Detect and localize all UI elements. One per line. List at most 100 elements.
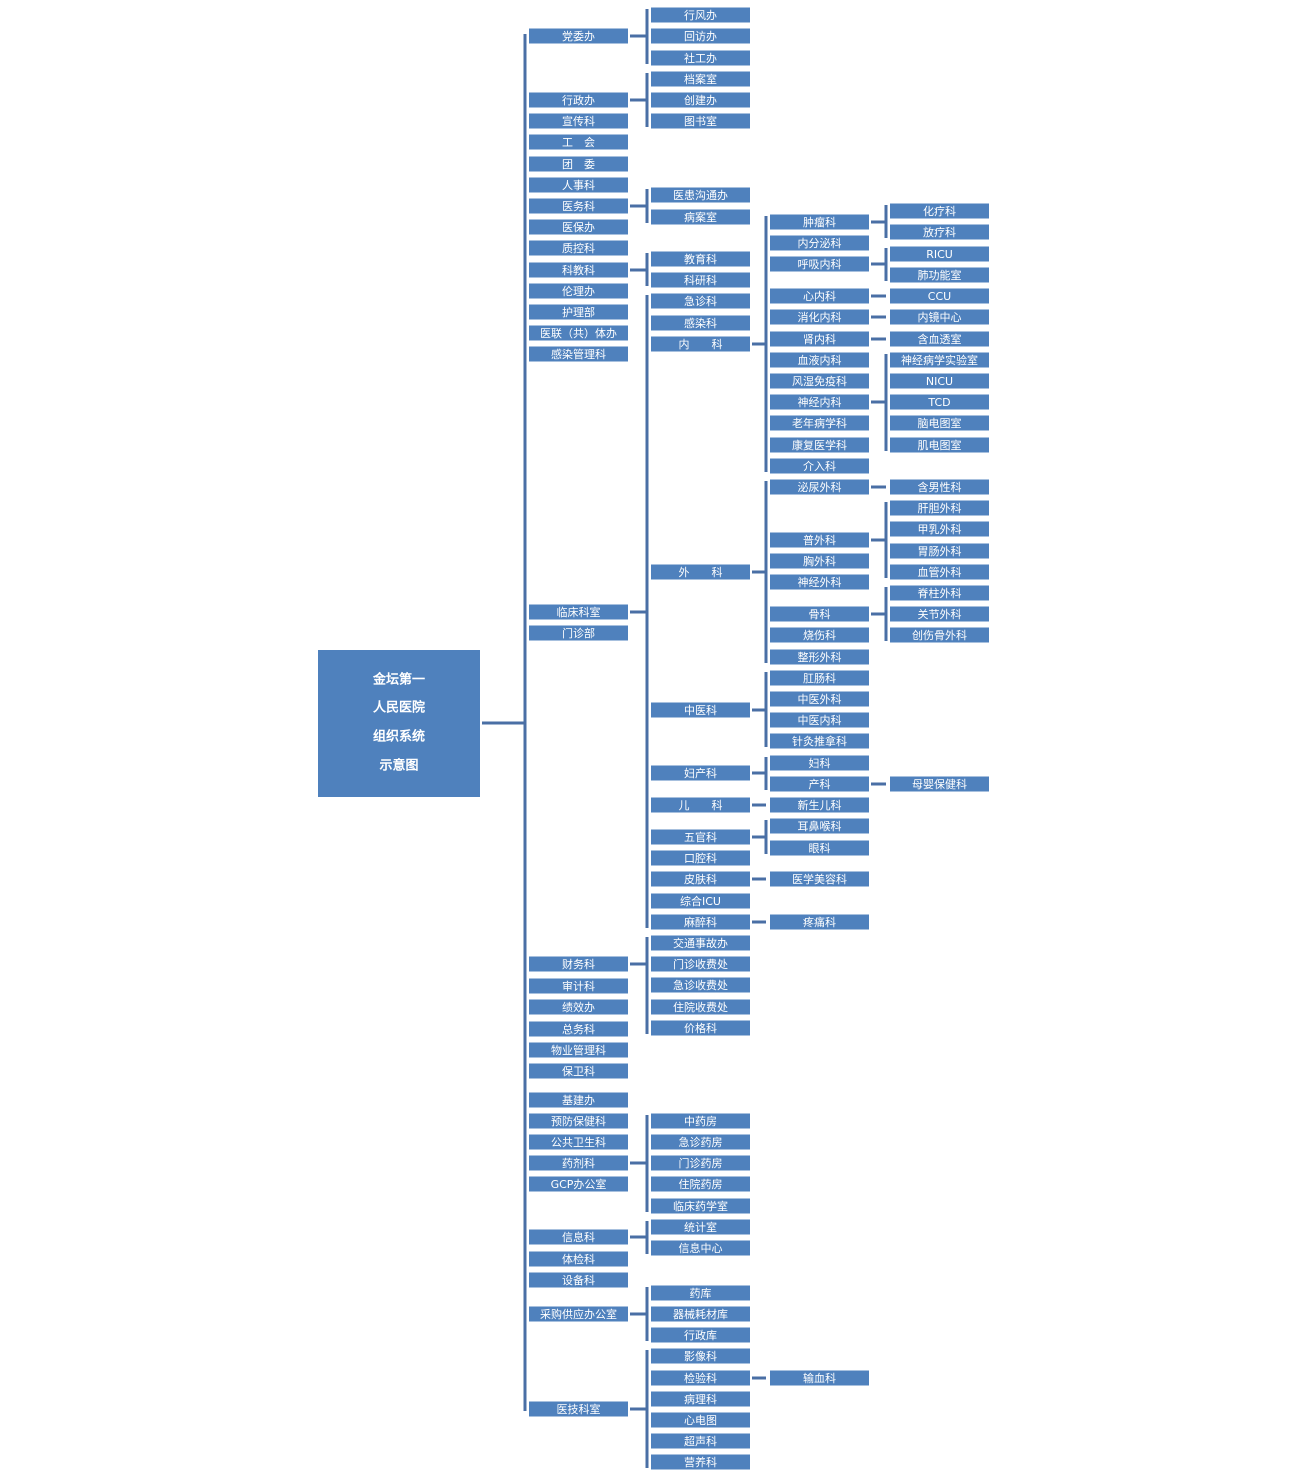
org-node [770,331,869,347]
org-node [890,606,989,622]
org-node-label: 肛肠科 [803,671,836,685]
org-node [651,871,750,887]
org-node-label: 母婴保健科 [912,777,967,791]
org-node-label: 体检科 [562,1252,595,1266]
org-node-label: 门诊药房 [679,1156,723,1170]
org-node-label: 麻醉科 [684,915,717,929]
org-node [651,1370,750,1386]
org-node-label: 药库 [690,1287,712,1300]
org-node-label: 创建办 [684,93,717,107]
org-node [529,283,628,299]
org-node [529,1113,628,1129]
org-node-label: 预防保健科 [551,1114,606,1128]
org-node-label: 党委办 [562,30,595,43]
org-node [770,755,869,771]
org-node-label: 档案室 [684,72,717,86]
org-node-label: 科教科 [562,263,595,277]
org-node-label: 综合ICU [680,894,721,908]
org-node-label: 设备科 [562,1273,595,1287]
org-node [651,1155,750,1171]
org-node [890,373,989,389]
org-node-label: 社工办 [684,51,717,65]
org-node-label: NICU [926,375,953,388]
org-node-label: 信息中心 [679,1241,723,1255]
org-node-label: 行政库 [684,1328,717,1342]
org-node-label: 医学美容科 [792,872,847,886]
org-node [890,500,989,516]
org-node [770,733,869,749]
org-node-label: 产科 [809,777,831,791]
org-node-label: 肺功能室 [918,268,962,282]
org-node-label: 呼吸内科 [798,257,842,271]
org-node [651,251,750,267]
org-node [890,309,989,325]
org-node [890,585,989,601]
org-node [529,198,628,214]
org-node [651,7,750,23]
org-node [770,256,869,272]
org-node [770,840,869,856]
org-node-label: 中医科 [684,703,717,717]
org-node-label: 化疗科 [923,204,956,218]
root-title: 金坛第一 [372,672,425,688]
org-node-label: 普外科 [803,533,836,547]
org-node-label: 总务科 [562,1022,595,1036]
org-node [890,521,989,537]
org-node [770,1370,869,1386]
org-node [651,187,750,203]
org-node-label: 外 科 [679,565,723,579]
org-node [890,479,989,495]
org-node-label: 风湿免疫科 [792,374,847,388]
org-node [529,134,628,150]
org-node-label: 内镜中心 [918,310,962,324]
org-node [770,479,869,495]
org-node [529,219,628,235]
org-node [651,702,750,718]
org-node [529,956,628,972]
org-node [651,935,750,951]
org-node-label: 急诊药房 [679,1135,723,1149]
org-node [529,1063,628,1079]
org-node [651,1327,750,1343]
org-node-label: 图书室 [684,114,717,128]
org-node [890,437,989,453]
org-node [529,325,628,341]
org-node [890,331,989,347]
org-node [529,177,628,193]
org-node-label: 皮肤科 [684,872,717,886]
org-node [651,315,750,331]
org-node [890,776,989,792]
org-node-label: 急诊收费处 [673,978,728,992]
org-node [770,776,869,792]
org-node-label: 心内科 [803,289,836,303]
org-node-label: 医患沟通办 [673,189,728,202]
org-node-label: 中医外科 [798,692,842,706]
org-node [770,691,869,707]
org-node [651,1134,750,1150]
org-node [529,625,628,641]
org-node [529,999,628,1015]
org-node [651,977,750,993]
org-node [890,352,989,368]
org-node-label: 创伤骨外科 [912,628,967,642]
org-node [770,670,869,686]
org-node [770,627,869,643]
org-node [651,829,750,845]
org-node-label: 医保办 [562,220,595,234]
org-node [529,604,628,620]
org-node [529,156,628,172]
org-node [770,214,869,230]
root-title: 组织系统 [373,729,425,745]
org-node [529,346,628,362]
org-node [529,1229,628,1245]
org-node-label: 血管外科 [918,565,962,579]
org-node [770,553,869,569]
org-node-label: 回访办 [684,30,717,43]
org-node-label: 康复医学科 [792,438,847,452]
org-node [770,914,869,930]
org-node [651,92,750,108]
root-box [318,650,480,797]
org-node-label: 宣传科 [562,114,595,128]
org-node-label: 保卫科 [562,1064,595,1078]
org-node-label: 神经病学实验室 [901,353,978,367]
